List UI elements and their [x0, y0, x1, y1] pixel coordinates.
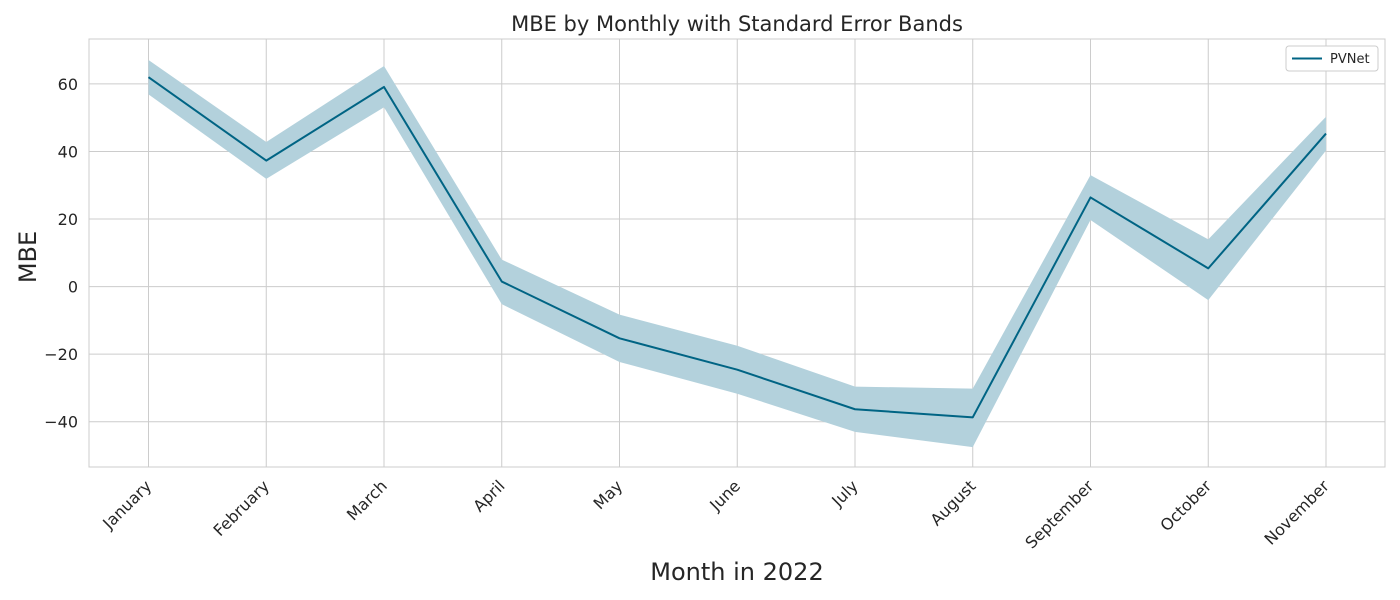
plot-frame	[88, 38, 1386, 468]
legend-label-pvnet: PVNet	[1330, 52, 1370, 67]
data-point	[972, 416, 974, 418]
series-line-layer	[147, 76, 1327, 419]
y-tick-label: 40	[58, 142, 78, 161]
x-tick-label: March	[343, 476, 391, 524]
x-tick-label: August	[927, 476, 980, 529]
data-point	[501, 281, 503, 283]
x-tick-label: November	[1261, 476, 1334, 549]
x-tick-label: April	[469, 476, 508, 515]
plot-border	[88, 38, 1386, 468]
data-point	[383, 86, 385, 88]
x-tick-label: September	[1021, 476, 1097, 552]
x-axis-title: Month in 2022	[650, 558, 823, 586]
y-tick-label: 60	[58, 75, 78, 94]
data-point	[1325, 133, 1327, 135]
x-tick-label: July	[827, 476, 861, 510]
x-tick-label: May	[590, 476, 627, 513]
x-tick-labels: January February March April May June July Augu…	[98, 476, 1333, 552]
y-axis-title: MBE	[14, 231, 42, 283]
y-tick-label: −20	[44, 345, 78, 364]
x-tick-label: June	[705, 476, 744, 515]
x-tick-label: February	[210, 476, 274, 540]
series-line-pvnet	[147, 76, 1327, 419]
data-point	[265, 160, 267, 162]
data-point	[148, 76, 150, 78]
data-point	[854, 408, 856, 410]
data-point	[736, 369, 738, 371]
legend-box	[1285, 45, 1379, 72]
legend: PVNet	[1285, 45, 1379, 72]
y-tick-label: −40	[44, 413, 78, 432]
y-tick-label: 20	[58, 210, 78, 229]
y-tick-labels: −40 −20 0 20 40 60	[44, 75, 78, 432]
x-tick-label: January	[98, 476, 155, 533]
chart-title: MBE by Monthly with Standard Error Bands	[511, 12, 963, 36]
data-point	[1207, 267, 1209, 269]
data-point	[619, 337, 621, 339]
y-tick-label: 0	[68, 278, 78, 297]
data-point	[1090, 196, 1092, 198]
x-tick-label: October	[1156, 476, 1215, 535]
